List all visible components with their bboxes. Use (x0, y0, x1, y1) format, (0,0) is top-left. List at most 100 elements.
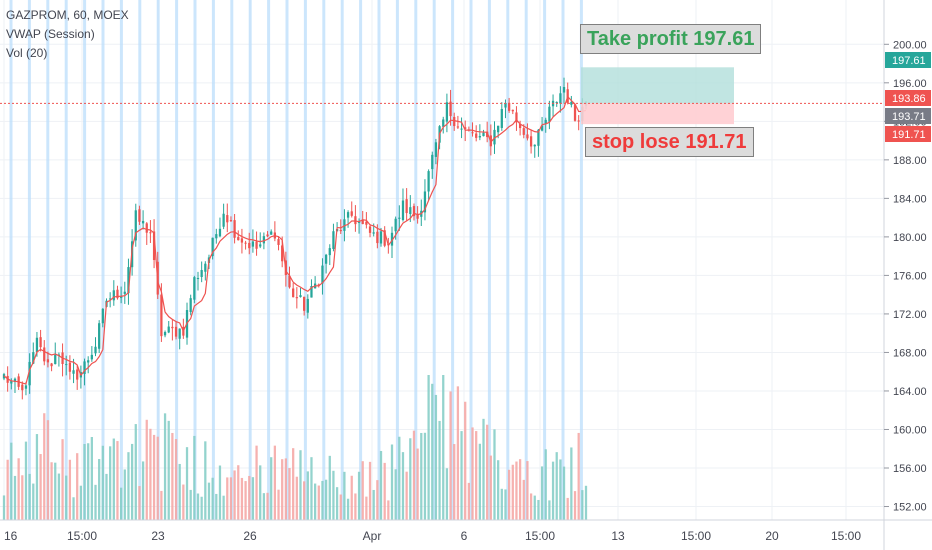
volume-bar (196, 493, 200, 520)
volume-bar (321, 480, 324, 520)
volume-bar (255, 445, 258, 520)
volume-bar (65, 475, 68, 520)
volume-bar (420, 432, 423, 520)
volume-bar (559, 459, 562, 520)
session-break-line (46, 0, 50, 520)
candle-body (328, 248, 331, 256)
price-marker-label-stop-loss: 191.71 (892, 129, 926, 141)
volume-bar (284, 458, 287, 520)
price-marker-label-take-profit: 197.61 (892, 55, 926, 67)
vwap-line (80, 302, 108, 376)
price-axis-tick-label: 164.00 (893, 386, 927, 398)
price-marker-vwap (885, 108, 931, 124)
candle-body (218, 228, 222, 237)
volume-bar (112, 438, 115, 520)
price-marker-label-vwap: 193.71 (892, 111, 926, 123)
volume-bar (390, 444, 394, 520)
volume-bar (17, 458, 20, 520)
candle-body (354, 216, 357, 225)
vwap-line (29, 348, 56, 370)
volume-bar (335, 487, 339, 520)
session-break-line (248, 0, 252, 520)
volume-bar (566, 497, 569, 520)
candle-body (544, 119, 547, 125)
price-marker-label-last-price: 193.86 (892, 93, 926, 105)
candle-body (416, 213, 419, 219)
volume-bar (577, 432, 580, 520)
volume-bar (288, 468, 291, 520)
session-break-line (451, 0, 455, 520)
volume-bar (573, 491, 577, 520)
volume-bar (61, 439, 64, 520)
volume-bar (233, 470, 236, 520)
volume-bar (339, 494, 342, 520)
time-axis-label: 15:00 (831, 529, 861, 543)
candle-body (321, 265, 324, 284)
volume-bar (123, 469, 126, 520)
time-axis-label: 6 (461, 529, 468, 543)
volume-bar (240, 477, 244, 520)
vwap-indicator-label[interactable]: VWAP (Session) (6, 27, 95, 41)
candle-body (324, 254, 328, 264)
symbol-title[interactable]: GAZPROM, 60, MOEX (6, 8, 129, 22)
volume-bar (427, 375, 430, 520)
volume-bar (548, 500, 551, 520)
session-break-line (395, 0, 399, 520)
volume-bar (277, 489, 280, 520)
volume-bar (555, 452, 558, 520)
candle-body (211, 237, 214, 257)
candle-body (332, 231, 335, 249)
candle-body (240, 238, 244, 243)
volume-bar (76, 453, 79, 520)
session-break-line (543, 0, 547, 520)
candle-body (423, 191, 427, 213)
volume-bar (511, 464, 514, 520)
candle-body (83, 361, 86, 374)
vwap-line (157, 281, 184, 332)
candle-body (215, 234, 218, 239)
price-axis-tick-label: 160.00 (893, 424, 927, 436)
candle-body (141, 220, 145, 224)
price-axis-tick-label: 152.00 (893, 502, 927, 514)
volume-bar (464, 401, 467, 520)
volume-bar (317, 485, 320, 520)
price-axis-tick-label: 156.00 (893, 463, 927, 475)
candle-body (562, 86, 566, 93)
candle-body (244, 242, 247, 244)
candle-body (383, 230, 386, 246)
candle-body (288, 275, 291, 288)
volume-bar (6, 459, 9, 520)
volume-bar (361, 461, 364, 520)
session-break-line (414, 0, 418, 520)
candle-body (398, 217, 401, 219)
vwap-line (311, 227, 338, 289)
candle-body (32, 352, 35, 364)
candle-body (548, 106, 551, 122)
volume-bar (109, 446, 112, 520)
time-axis-label: Apr (363, 529, 382, 543)
session-break-line (359, 0, 363, 520)
vwap-line (234, 231, 261, 243)
time-axis-label: 20 (765, 529, 779, 543)
volume-bar (21, 475, 24, 520)
candle-body (570, 101, 573, 105)
candle-body (193, 277, 196, 300)
volume-bar (72, 497, 75, 520)
candle-body (270, 231, 273, 235)
candle-body (152, 231, 156, 261)
volume-bar (467, 482, 471, 520)
candle-body (259, 244, 262, 247)
candle-body (109, 298, 112, 300)
volume-bar (387, 500, 390, 520)
candle-body (145, 223, 148, 233)
volume-bar (394, 469, 397, 520)
volume-bar (211, 477, 214, 520)
volume-bar (57, 473, 61, 520)
volume-bar (193, 435, 196, 520)
volume-indicator-label[interactable]: Vol (20) (6, 46, 48, 60)
session-break-line (303, 0, 307, 520)
candle-body (204, 263, 207, 272)
candle-body (251, 241, 255, 247)
